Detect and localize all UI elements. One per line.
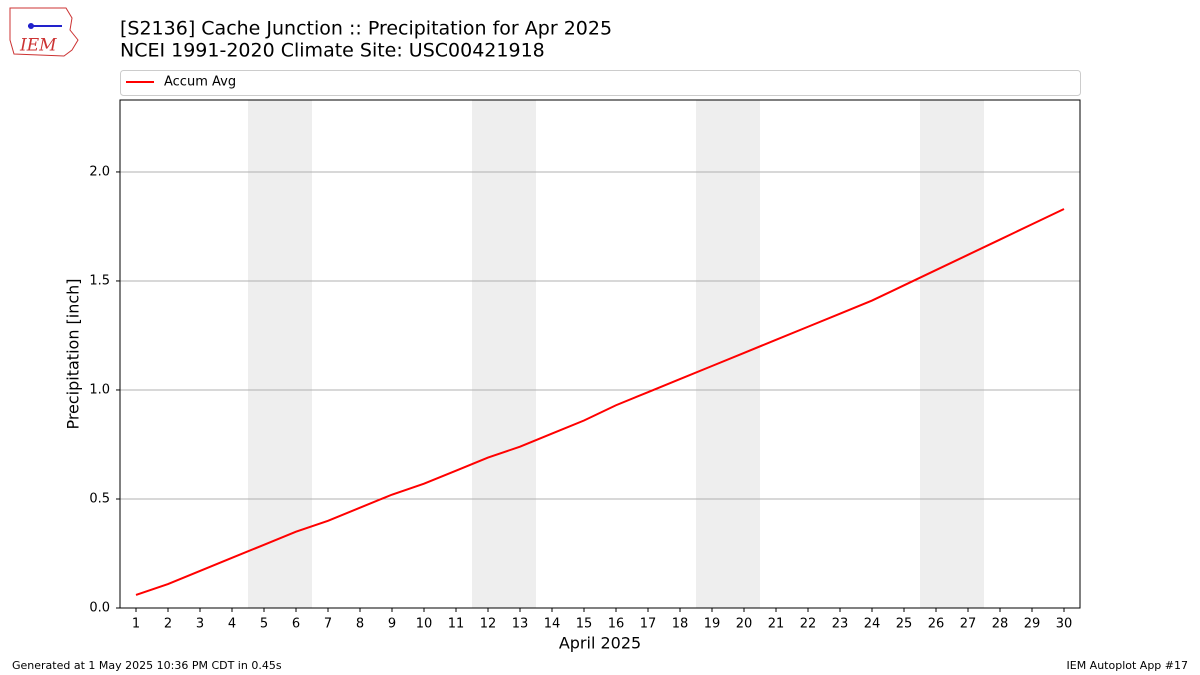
x-tick-label: 13 [512, 617, 529, 632]
x-tick-label: 12 [480, 617, 497, 632]
y-tick-label: 0.0 [89, 601, 110, 616]
x-tick-label: 30 [1056, 617, 1073, 632]
legend-label: Accum Avg [164, 75, 236, 90]
y-tick-label: 2.0 [89, 164, 110, 179]
x-tick-label: 5 [260, 617, 268, 632]
x-tick-label: 25 [896, 617, 913, 632]
y-tick-label: 1.5 [89, 273, 110, 288]
y-axis-label: Precipitation [inch] [64, 278, 83, 429]
logo-text: IEM [19, 36, 57, 56]
x-tick-label: 7 [324, 617, 332, 632]
x-tick-label: 3 [196, 617, 204, 632]
shaded-span [696, 100, 760, 608]
shaded-span [472, 100, 536, 608]
x-tick-label: 8 [356, 617, 364, 632]
x-tick-label: 29 [1024, 617, 1041, 632]
x-tick-label: 2 [164, 617, 172, 632]
x-tick-label: 17 [640, 617, 657, 632]
x-tick-label: 6 [292, 617, 300, 632]
x-tick-label: 18 [672, 617, 689, 632]
x-tick-label: 21 [768, 617, 785, 632]
x-tick-label: 15 [576, 617, 593, 632]
x-tick-label: 22 [800, 617, 817, 632]
footer-right: IEM Autoplot App #17 [1067, 659, 1189, 672]
chart-title: [S2136] Cache Junction :: Precipitation … [120, 18, 612, 40]
y-tick-label: 0.5 [89, 491, 110, 506]
logo-outline [9, 7, 79, 57]
logo-dot [28, 23, 34, 29]
x-tick-label: 1 [132, 617, 140, 632]
series-line [135, 208, 1065, 596]
y-tick-label: 1.0 [89, 382, 110, 397]
x-tick-label: 27 [960, 617, 977, 632]
x-tick-label: 10 [416, 617, 433, 632]
plot-frame [119, 99, 1081, 609]
x-tick-label: 16 [608, 617, 625, 632]
legend-box [120, 70, 1081, 96]
logo: IEM [9, 7, 79, 57]
x-tick-label: 20 [736, 617, 753, 632]
x-tick-label: 26 [928, 617, 945, 632]
x-axis-label: April 2025 [559, 634, 641, 653]
x-tick-label: 4 [228, 617, 236, 632]
x-tick-label: 9 [388, 617, 396, 632]
chart-subtitle: NCEI 1991-2020 Climate Site: USC00421918 [120, 40, 545, 62]
x-tick-label: 11 [448, 617, 465, 632]
x-tick-label: 23 [832, 617, 849, 632]
x-tick-label: 24 [864, 617, 881, 632]
x-tick-label: 14 [544, 617, 561, 632]
footer-left: Generated at 1 May 2025 10:36 PM CDT in … [12, 659, 282, 672]
x-tick-label: 19 [704, 617, 721, 632]
shaded-span [920, 100, 984, 608]
shaded-span [248, 100, 312, 608]
x-tick-label: 28 [992, 617, 1009, 632]
